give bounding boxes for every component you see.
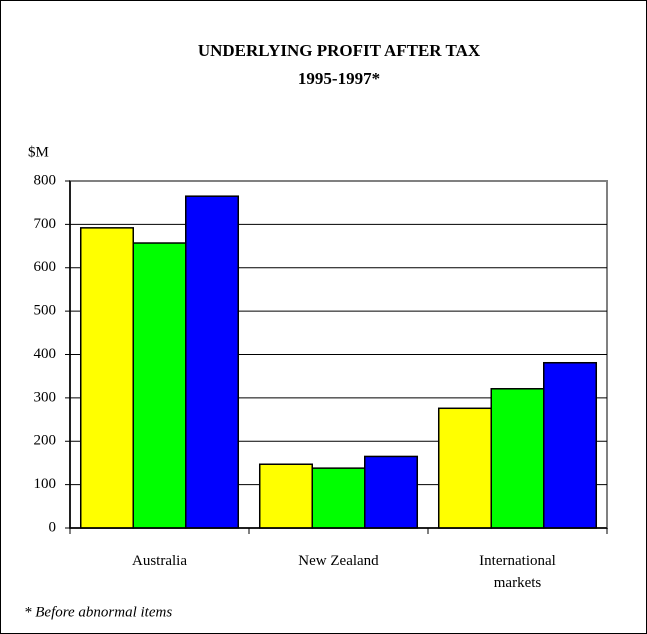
y-tick-label: 500 [34,303,57,319]
bar [311,467,366,529]
y-tick-label: 300 [34,389,57,405]
y-tick-label: 800 [34,172,57,188]
x-tick-label: New Zealand [298,553,379,569]
y-tick-label: 400 [34,346,57,362]
bar [490,388,545,529]
bar [437,407,492,529]
bar [364,455,419,529]
footnote: * Before abnormal items [24,604,172,620]
y-tick-label: 200 [34,433,57,449]
bar [79,227,134,529]
y-tick-label: 0 [49,519,57,535]
y-tick-label: 100 [34,476,57,492]
chart-title: UNDERLYING PROFIT AFTER TAX [198,41,481,60]
y-tick-label: 600 [34,259,57,275]
chart-subtitle: 1995-1997* [298,69,380,88]
bar [185,195,240,529]
bar [543,361,598,529]
bar [258,463,313,529]
y-axis-label: $M [28,144,49,160]
x-tick-label: International markets [479,553,556,591]
bar [132,242,187,529]
y-tick-label: 700 [34,216,57,232]
x-tick-label: Australia [132,553,187,569]
